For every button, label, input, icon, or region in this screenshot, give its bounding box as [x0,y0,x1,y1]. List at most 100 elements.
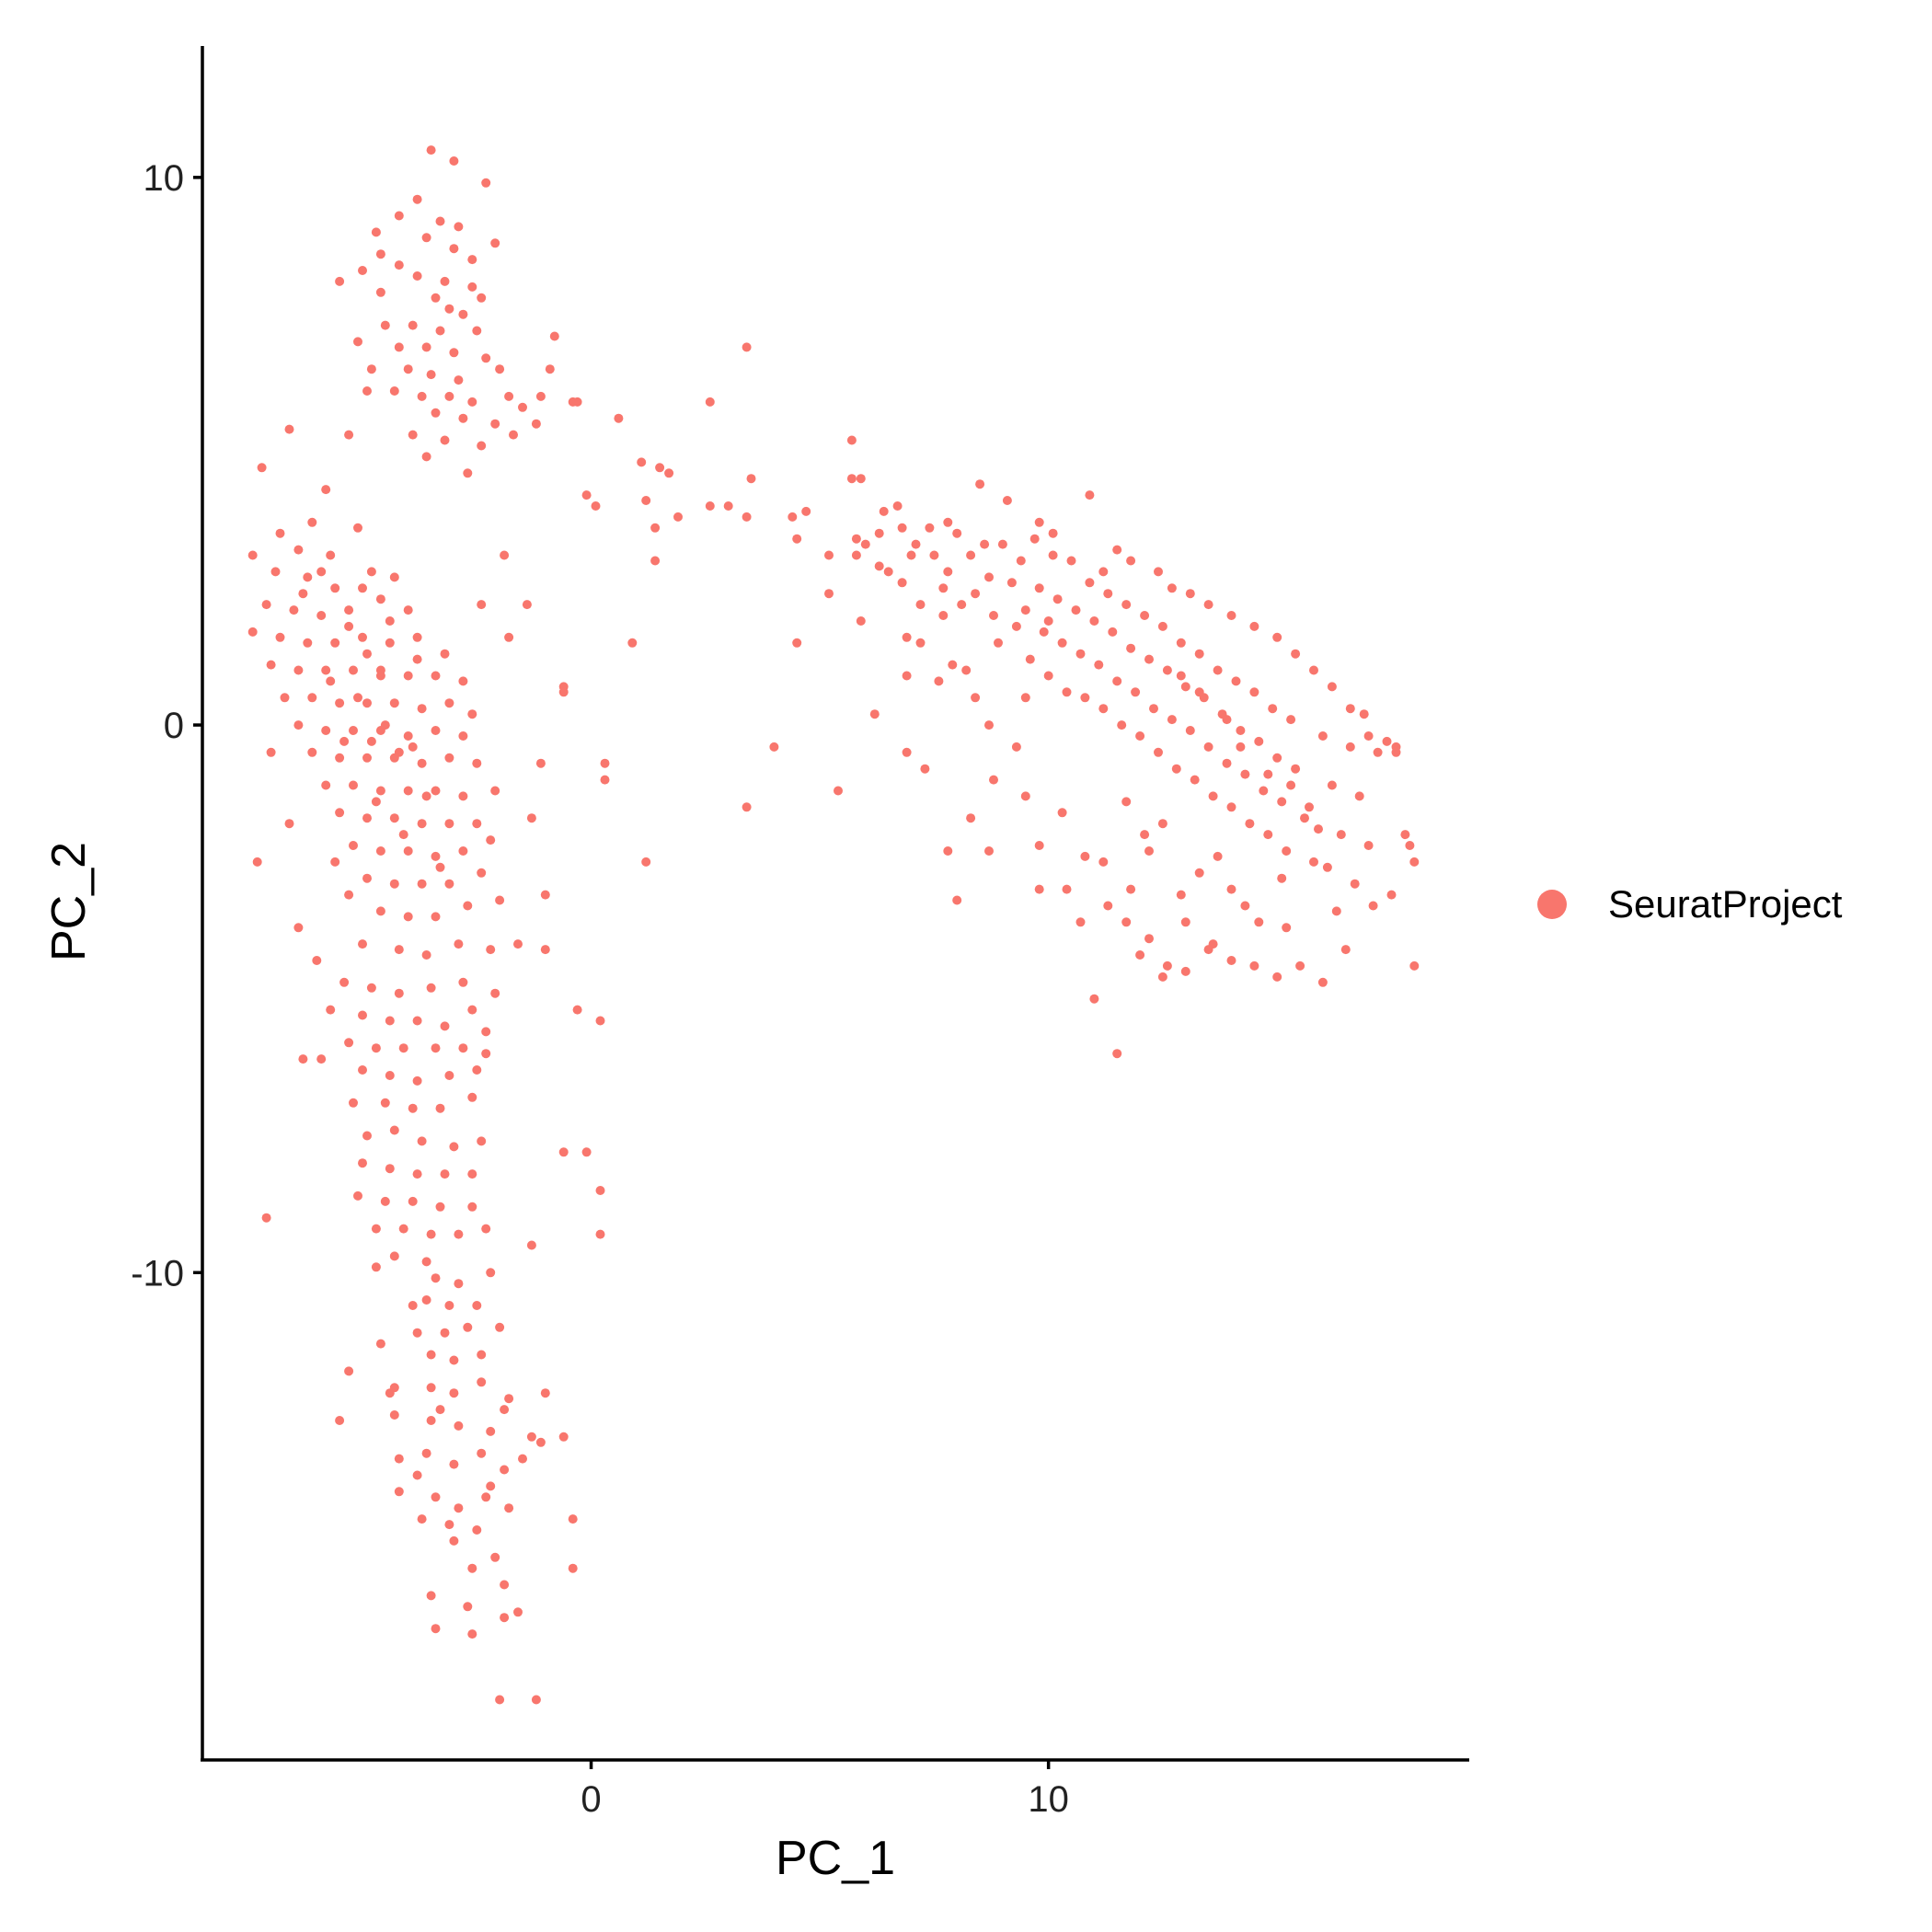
data-point [431,1273,441,1283]
data-point [1226,611,1236,620]
data-point [1409,960,1420,971]
data-point [426,1591,436,1601]
data-point [358,266,367,275]
data-point [449,1355,459,1365]
data-point [892,501,903,511]
data-point [1154,747,1163,757]
data-point [463,1602,473,1612]
data-point [477,1377,487,1387]
data-point [467,1563,477,1573]
data-point [1213,665,1223,675]
y-tick-label: 0 [164,706,184,746]
data-point [398,1043,408,1053]
data-point [380,320,390,330]
data-point [975,479,985,489]
data-point [1176,671,1186,681]
data-point [444,753,454,763]
data-point [920,764,930,774]
data-point [504,632,514,642]
data-point [1286,780,1296,790]
data-point [902,671,912,681]
data-point [421,1448,431,1458]
data-point [1062,687,1072,697]
data-point [526,813,536,823]
data-point [389,879,399,889]
data-point [1190,775,1200,785]
data-point [742,512,752,522]
data-point [522,600,532,610]
data-point [1006,578,1017,588]
data-point [449,244,459,254]
data-point [444,391,454,401]
data-point [1249,960,1259,971]
data-point [375,846,385,856]
data-point [293,665,304,675]
data-point [1231,676,1241,686]
data-point [412,1470,422,1480]
data-point [421,791,431,801]
legend-label-seuratproject: SeuratProject [1608,882,1843,926]
data-point [943,846,953,856]
data-point [335,698,345,708]
data-point [1094,660,1104,670]
data-point [458,731,468,741]
data-point [549,331,559,341]
data-point [417,704,427,714]
data-point [458,791,468,801]
data-point [344,1038,354,1048]
data-point [1167,715,1177,725]
data-point [504,1503,514,1513]
data-point [1140,611,1150,620]
data-point [358,1065,367,1075]
data-point [874,528,884,538]
data-point [664,468,674,478]
data-point [408,320,418,330]
x-axis-title: PC_1 [776,1832,895,1885]
data-point [568,1563,578,1573]
data-point [500,1580,510,1590]
data-point [1157,621,1167,631]
data-point [1386,890,1397,900]
data-point [486,835,496,845]
data-point [614,413,624,423]
data-point [1373,747,1383,757]
data-point [558,1432,569,1442]
data-point [742,342,752,352]
data-point [1057,808,1067,818]
data-point [431,671,441,681]
data-point [984,720,994,730]
data-point [1157,819,1167,829]
data-point [994,638,1003,648]
data-point [449,1535,459,1546]
data-point [284,819,294,829]
data-point [929,550,939,560]
data-point [349,841,358,850]
data-point [408,1196,418,1206]
data-point [417,819,427,829]
data-point [326,676,336,686]
data-point [509,430,518,440]
data-point [385,616,395,626]
data-point [247,627,258,637]
data-point [1103,589,1113,599]
data-point [303,638,313,648]
data-point [440,435,450,445]
data-point [339,736,350,746]
data-point [477,868,487,878]
data-point [375,287,385,297]
data-point [349,1098,358,1108]
data-point [472,819,482,829]
data-point [344,621,354,631]
data-point [472,758,482,768]
data-point [531,1695,541,1705]
data-point [316,567,327,577]
data-point [504,391,514,401]
data-point [1108,627,1118,637]
data-point [1340,945,1351,955]
data-point [846,474,857,484]
data-point [366,983,376,993]
data-point [257,463,267,473]
data-point [412,1075,422,1086]
data-point [1048,528,1058,538]
data-point [435,326,445,336]
